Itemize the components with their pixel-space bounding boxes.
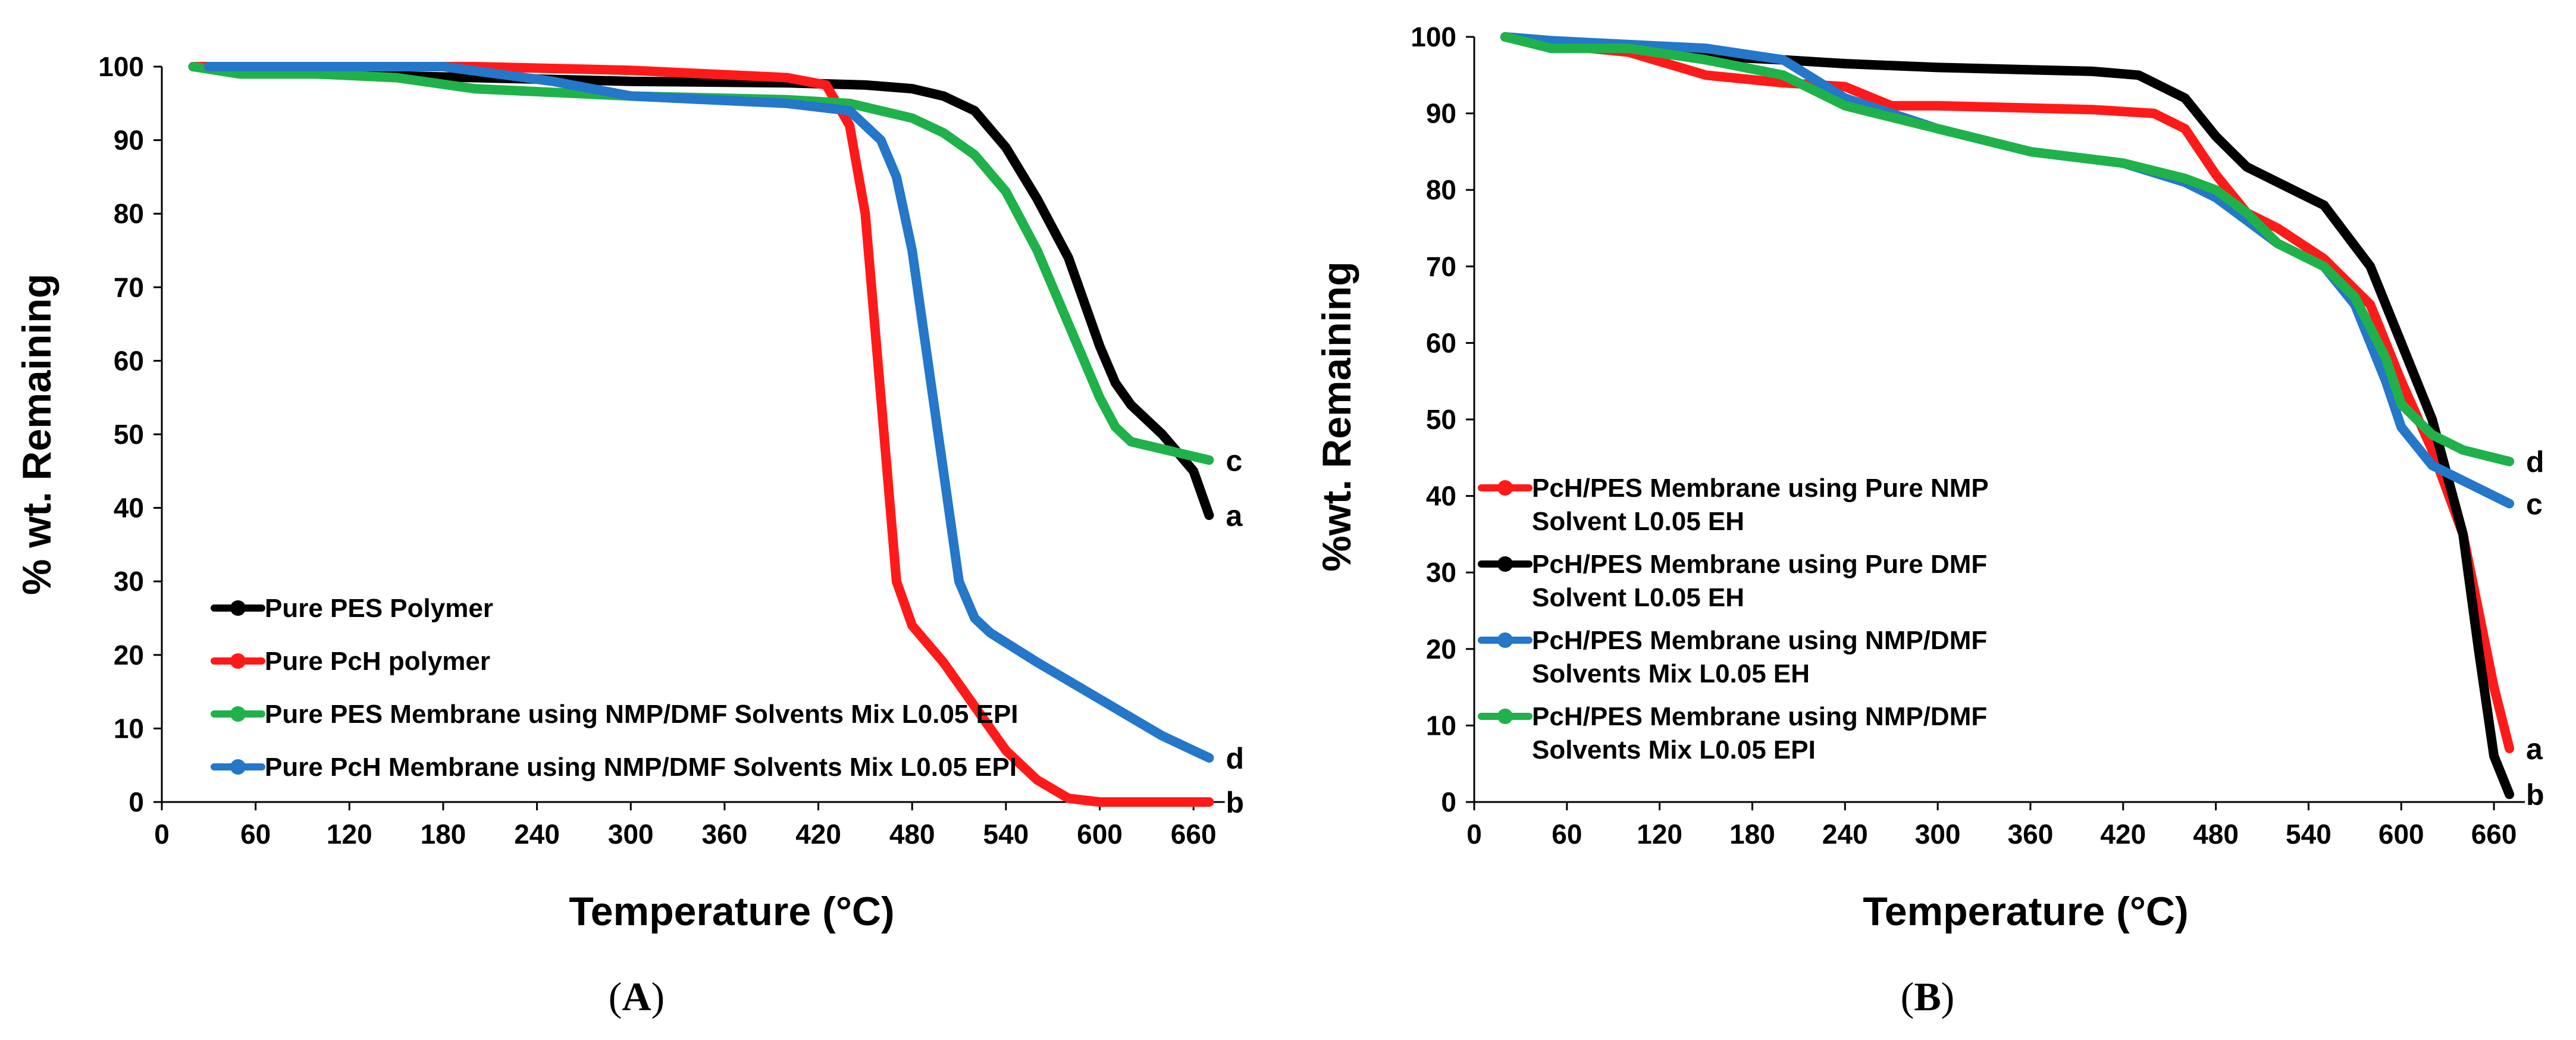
legend-entry: Pure PcH Membrane using NMP/DMF Solvents… [265, 753, 1017, 782]
legend: PcH/PES Membrane using Pure NMP Solvent L… [1478, 474, 1989, 765]
x-axis-title: Temperature (°C) [569, 889, 894, 934]
series-end-label: d [1226, 742, 1244, 775]
x-tick-label: 600 [2378, 819, 2424, 850]
legend-marker [230, 653, 246, 669]
y-tick-label: 70 [1426, 251, 1456, 282]
legend-marker [230, 706, 246, 722]
y-tick-label: 100 [98, 51, 144, 82]
series-end-label: d [2526, 446, 2544, 479]
x-tick-label: 120 [1637, 819, 1682, 850]
x-tick-label: 60 [240, 819, 271, 850]
y-tick-label: 10 [114, 713, 144, 744]
legend-entry: PcH/PES Membrane using Pure DMF [1532, 550, 1987, 579]
legend-entry: Solvents Mix L0.05 EH [1532, 659, 1810, 688]
chart-panel-b: 0 10 20 30 40 50 60 70 80 90 100 0 60 120 180 240 300 360… [1314, 21, 2544, 934]
y-axis-title: % wt. Remaining [14, 274, 59, 595]
y-axis-title: %wt. Remaining [1314, 261, 1359, 571]
x-tick-label: 300 [608, 819, 654, 850]
x-tick-label: 300 [1915, 819, 1961, 850]
x-tick-label: 480 [2193, 819, 2239, 850]
series-line-blue [203, 62, 1214, 763]
legend-marker [1497, 709, 1513, 724]
x-tick-label: 0 [154, 819, 170, 850]
legend-entry: Pure PES Polymer [265, 594, 493, 623]
x-tick-label: 540 [2286, 819, 2331, 850]
y-tick-label: 80 [114, 198, 144, 229]
series-end-label: b [1226, 786, 1244, 819]
x-tick-label: 120 [327, 819, 372, 850]
series-end-label: c [2526, 487, 2543, 521]
y-tick-label: 30 [114, 566, 144, 597]
series-end-label: c [1226, 444, 1242, 477]
y-tick-label: 80 [1426, 174, 1456, 205]
x-tick-label: 360 [2008, 819, 2054, 850]
legend-entry: Solvent L0.05 EH [1532, 507, 1744, 536]
chart-panel-a: 0 10 20 30 40 50 60 70 80 90 100 0 60 120 180 240 300 360… [14, 51, 1244, 934]
y-tick-label: 0 [1441, 787, 1456, 817]
panel-label-b: (B) [1901, 974, 1955, 1019]
y-tick-label: 60 [114, 345, 144, 376]
legend-entry: PcH/PES Membrane using Pure NMP [1532, 474, 1989, 503]
x-tick-label: 60 [1552, 819, 1582, 850]
x-tick-label: 240 [514, 819, 560, 850]
y-tick-label: 90 [1426, 98, 1456, 129]
y-tick-label: 20 [114, 640, 144, 671]
x-tick-label: 540 [983, 819, 1029, 850]
legend-entry: Pure PES Membrane using NMP/DMF Solvents… [265, 700, 1019, 729]
y-tick-label: 50 [114, 419, 144, 450]
series-end-label: a [1226, 499, 1243, 532]
series-end-label: b [2526, 778, 2544, 812]
legend-entry: Solvent L0.05 EH [1532, 583, 1744, 612]
x-tick-label: 360 [702, 819, 748, 850]
series-line-green [1500, 32, 2515, 466]
series-line-green [188, 62, 1214, 465]
x-tick-label: 180 [1729, 819, 1775, 850]
legend-marker [230, 600, 246, 616]
series-line-red [188, 62, 1214, 807]
legend-marker [1497, 480, 1513, 496]
legend: Pure PES Polymer Pure PcH polymer Pure PES… [211, 594, 1019, 782]
y-tick-label: 20 [1426, 634, 1456, 665]
legend-entry: Pure PcH polymer [265, 647, 490, 676]
x-tick-label: 660 [2471, 819, 2517, 850]
x-tick-label: 240 [1822, 819, 1868, 850]
y-tick-label: 50 [1426, 404, 1456, 435]
series-line-black [188, 62, 1214, 520]
x-tick-label: 0 [1466, 819, 1482, 850]
y-tick-label: 60 [1426, 327, 1456, 358]
y-tick-label: 40 [114, 493, 144, 524]
series-end-label: a [2526, 732, 2543, 766]
y-tick-label: 30 [1426, 557, 1456, 588]
x-tick-label: 600 [1077, 819, 1123, 850]
legend-entry: Solvents Mix L0.05 EPI [1532, 735, 1816, 765]
x-tick-label: 420 [2100, 819, 2146, 850]
y-tick-label: 90 [114, 125, 144, 156]
y-tick-label: 10 [1426, 710, 1456, 741]
x-tick-label: 180 [421, 819, 466, 850]
y-tick-label: 40 [1426, 481, 1456, 512]
legend-entry: PcH/PES Membrane using NMP/DMF [1532, 626, 1987, 655]
series-line-black [1500, 32, 2515, 800]
series-line-blue [1500, 32, 2515, 509]
y-tick-label: 0 [129, 787, 144, 817]
legend-marker [1497, 556, 1513, 572]
panel-label-a: (A) [609, 974, 665, 1019]
legend-entry: PcH/PES Membrane using NMP/DMF [1532, 702, 1987, 731]
x-axis-title: Temperature (°C) [1863, 889, 2188, 934]
x-tick-label: 480 [889, 819, 935, 850]
y-tick-label: 100 [1411, 21, 1456, 52]
y-tick-label: 70 [114, 272, 144, 303]
x-tick-label: 420 [795, 819, 841, 850]
legend-marker [1497, 632, 1513, 648]
x-tick-label: 660 [1171, 819, 1217, 850]
legend-marker [230, 759, 246, 775]
